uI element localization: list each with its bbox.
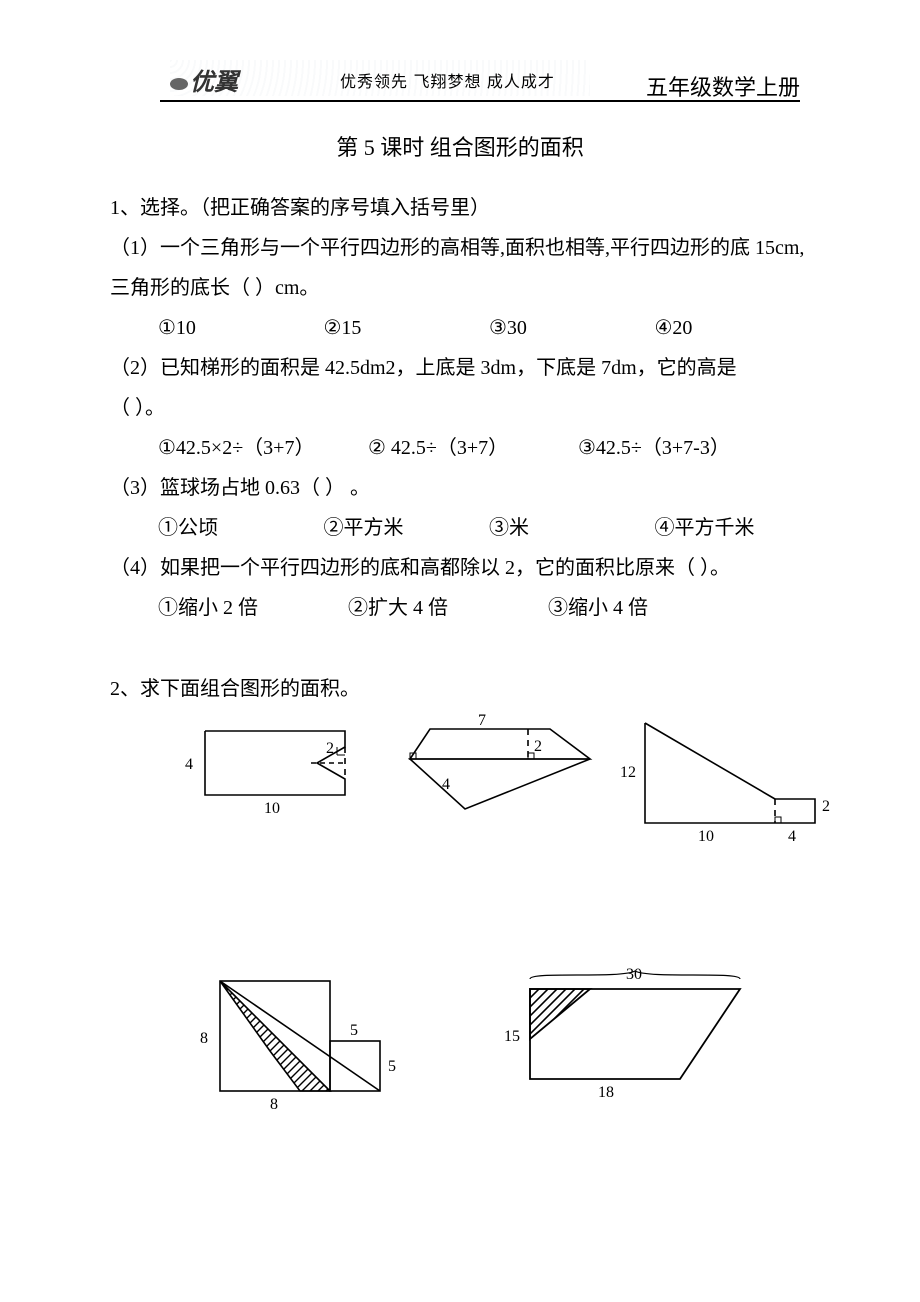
fig5-h: 15: [504, 1028, 520, 1045]
fig4-s2: 5: [388, 1058, 396, 1075]
header-rule: [160, 100, 800, 102]
grade-label: 五年级数学上册: [646, 70, 800, 102]
q1-opt2: ②15: [324, 308, 490, 348]
figure-5: 30 15 18: [490, 961, 790, 1121]
slogan: 优秀领先 飞翔梦想 成人成才: [340, 68, 555, 92]
q2-opt2: ② 42.5÷（3+7）: [368, 428, 578, 468]
logo: 优翼: [170, 62, 238, 97]
q3-opt2: ②平方米: [324, 508, 490, 548]
fig1-w: 10: [264, 800, 280, 817]
q4-options: ①缩小 2 倍 ②扩大 4 倍 ③缩小 4 倍: [110, 588, 820, 628]
figure-row-1: 4 2 10 7 2 4: [180, 711, 860, 851]
q1-opt4: ④20: [655, 308, 821, 348]
q2-options: ①42.5×2÷（3+7） ② 42.5÷（3+7） ③42.5÷（3+7-3）: [110, 428, 820, 468]
fig5-bot: 18: [598, 1084, 614, 1101]
fig3-w1: 10: [698, 828, 714, 845]
q1-options: ①10 ②15 ③30 ④20: [110, 308, 820, 348]
figure-4: 8 5 5 8: [190, 961, 430, 1121]
q4-opt3: ③缩小 4 倍: [548, 588, 758, 628]
q1-line1: （1）一个三角形与一个平行四边形的高相等,面积也相等,平行四边形的底 15cm,: [110, 228, 820, 268]
q4-line1: （4）如果把一个平行四边形的底和高都除以 2，它的面积比原来（ ）。: [110, 548, 820, 588]
s2-heading: 2、求下面组合图形的面积。: [110, 672, 860, 701]
fig3-h: 12: [620, 764, 636, 781]
figure-1: 4 2 10: [180, 711, 380, 831]
fig1-notch: 2: [326, 740, 334, 757]
q1-opt3: ③30: [489, 308, 655, 348]
q3-line1: （3）篮球场占地 0.63（ ） 。: [110, 468, 820, 508]
fig2-bot: 4: [442, 776, 450, 793]
q3-opt1: ①公顷: [158, 508, 324, 548]
q3-opt3: ③米: [489, 508, 655, 548]
q4-opt2: ②扩大 4 倍: [348, 588, 548, 628]
figure-2: 7 2 4: [380, 711, 610, 831]
logo-icon: [170, 78, 188, 90]
lesson-title: 第 5 课时 组合图形的面积: [60, 130, 860, 162]
fig3-r: 2: [822, 798, 830, 815]
q3-options: ①公顷 ②平方米 ③米 ④平方千米: [110, 508, 820, 548]
s1-heading: 1、选择。（把正确答案的序号填入括号里）: [110, 188, 820, 228]
fig2-h: 2: [534, 738, 542, 755]
figure-3: 12 2 10 4: [610, 711, 840, 851]
q4-opt1: ①缩小 2 倍: [158, 588, 348, 628]
q2-opt1: ①42.5×2÷（3+7）: [158, 428, 368, 468]
q2-line2: （ ）。: [110, 388, 820, 428]
fig4-s1: 5: [350, 1022, 358, 1039]
page: 优翼 优秀领先 飞翔梦想 成人成才 五年级数学上册 第 5 课时 组合图形的面积…: [0, 0, 920, 1201]
fig5-top: 30: [626, 966, 642, 983]
page-header: 优翼 优秀领先 飞翔梦想 成人成才 五年级数学上册: [60, 60, 860, 110]
section-1: 1、选择。（把正确答案的序号填入括号里） （1）一个三角形与一个平行四边形的高相…: [60, 188, 860, 628]
q2-line1: （2）已知梯形的面积是 42.5dm2，上底是 3dm，下底是 7dm，它的高是: [110, 348, 820, 388]
figure-row-2: 8 5 5 8 30 15 18: [190, 961, 860, 1121]
fig3-w2: 4: [788, 828, 796, 845]
fig4-big2: 8: [270, 1096, 278, 1113]
q2-opt3: ③42.5÷（3+7-3）: [578, 428, 788, 468]
q3-opt4: ④平方千米: [655, 508, 821, 548]
q1-opt1: ①10: [158, 308, 324, 348]
fig4-big: 8: [200, 1030, 208, 1047]
fig2-top: 7: [478, 712, 486, 729]
q1-line2: 三角形的底长（ ）cm。: [110, 268, 820, 308]
fig1-h: 4: [185, 756, 193, 773]
logo-text: 优翼: [190, 70, 238, 96]
